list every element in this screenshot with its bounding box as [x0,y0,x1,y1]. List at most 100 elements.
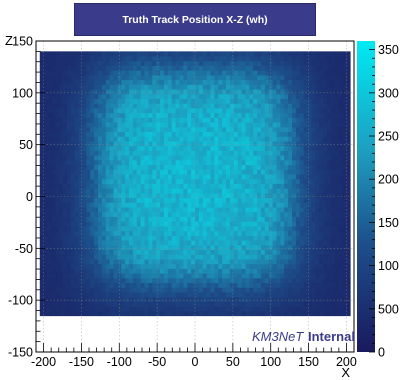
heatmap-cell [295,240,301,246]
heatmap-cell [253,89,258,95]
heatmap-cell [167,301,173,307]
heatmap-cell [63,296,68,302]
heatmap-cell [272,74,277,81]
heatmap-cell [268,117,274,123]
heatmap-cell [86,60,91,66]
heatmap-cell [63,122,68,128]
heatmap-cell [43,244,48,251]
heatmap-cell [334,159,339,166]
heatmap-cell [183,150,188,156]
heatmap-cell [303,174,308,180]
heatmap-cell [222,174,227,180]
heatmap-cell [249,249,254,255]
heatmap-cell [334,282,339,288]
heatmap-cell [241,89,246,95]
heatmap-cell [323,79,328,85]
heatmap-cell [245,207,250,213]
heatmap-cell [315,216,320,222]
heatmap-cell [55,84,60,90]
heatmap-cell [229,282,235,288]
heatmap-cell [144,263,149,269]
heatmap-cell [214,150,219,156]
heatmap-cell [101,183,107,189]
heatmap-cell [51,259,56,265]
heatmap-cell [94,126,99,133]
heatmap-cell [78,89,83,95]
heatmap-cell [187,277,192,284]
heatmap-cell [152,202,157,208]
heatmap-cell [195,268,200,274]
heatmap-cell [299,131,305,137]
heatmap-cell [330,93,336,99]
heatmap-cell [140,103,145,109]
heatmap-cell [70,51,76,57]
heatmap-cell [222,249,227,255]
heatmap-cell [63,93,68,99]
heatmap-cell [253,244,258,251]
heatmap-cell [342,244,347,251]
heatmap-cell [326,202,332,208]
heatmap-cell [330,169,336,175]
heatmap-cell [226,89,231,95]
heatmap-cell [264,240,270,246]
heatmap-cell [144,230,149,236]
heatmap-cell [117,306,122,312]
heatmap-cell [187,159,192,166]
heatmap-cell [148,249,153,255]
heatmap-cell [249,103,254,109]
heatmap-cell [74,103,79,109]
heatmap-cell [55,301,60,307]
heatmap-cell [315,268,320,274]
heatmap-cell [276,244,281,251]
heatmap-cell [284,226,289,232]
heatmap-cell [202,301,208,307]
heatmap-cell [74,178,79,184]
heatmap-cell [55,93,60,99]
heatmap-cell [198,249,204,255]
heatmap-cell [78,74,83,81]
heatmap-cell [276,292,281,298]
heatmap-cell [330,150,336,156]
heatmap-cell [338,112,343,118]
heatmap-cell [264,79,270,85]
heatmap-cell [78,60,83,66]
heatmap-cell [175,155,180,161]
heatmap-cell [90,79,95,85]
heatmap-cell [117,311,122,317]
heatmap-cell [257,296,262,302]
heatmap-cell [140,155,145,161]
heatmap-cell [148,117,153,123]
heatmap-cell [82,277,87,284]
heatmap-cell [272,174,277,180]
heatmap-cell [55,155,60,161]
heatmap-cell [315,287,320,293]
heatmap-cell [179,221,184,227]
heatmap-cell [63,60,68,66]
heatmap-cell [288,277,293,284]
heatmap-cell [90,131,95,137]
heatmap-cell [129,311,134,317]
heatmap-cell [210,174,215,180]
heatmap-cell [295,117,301,123]
heatmap-cell [334,202,339,208]
heatmap-cell [245,112,250,118]
heatmap-cell [183,296,188,302]
heatmap-cell [257,155,262,161]
heatmap-cell [171,230,176,236]
heatmap-cell [226,207,231,213]
heatmap-cell [156,164,161,170]
heatmap-cell [156,282,161,288]
heatmap-cell [233,273,239,279]
heatmap-cell [198,122,204,128]
heatmap-cell [148,150,153,156]
heatmap-cell [39,230,45,236]
heatmap-cell [187,211,192,217]
heatmap-cell [226,51,231,57]
heatmap-cell [233,282,239,288]
heatmap-cell [125,174,130,180]
heatmap-cell [171,296,176,302]
heatmap-cell [315,202,320,208]
heatmap-cell [70,216,76,222]
heatmap-cell [51,306,56,312]
heatmap-cell [288,259,293,265]
